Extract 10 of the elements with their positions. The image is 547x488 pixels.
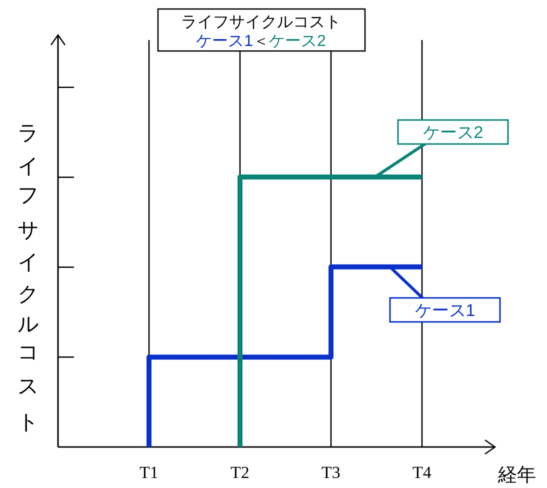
text: ケース2 (422, 123, 484, 142)
chart-subtitle: ケース1＜ケース2 (196, 33, 326, 50)
x-tick-label: T4 (412, 463, 432, 482)
x-tick-label: T2 (230, 463, 250, 482)
chart-title: ライフサイクルコスト (181, 14, 341, 31)
series-label: ケース1 (414, 300, 476, 320)
x-tick-label: T1 (140, 463, 158, 482)
x-axis-title: 経年 (497, 465, 536, 486)
x-tick-label: T3 (322, 463, 340, 482)
y-axis-title: ライフサイクルコスト (16, 110, 40, 432)
